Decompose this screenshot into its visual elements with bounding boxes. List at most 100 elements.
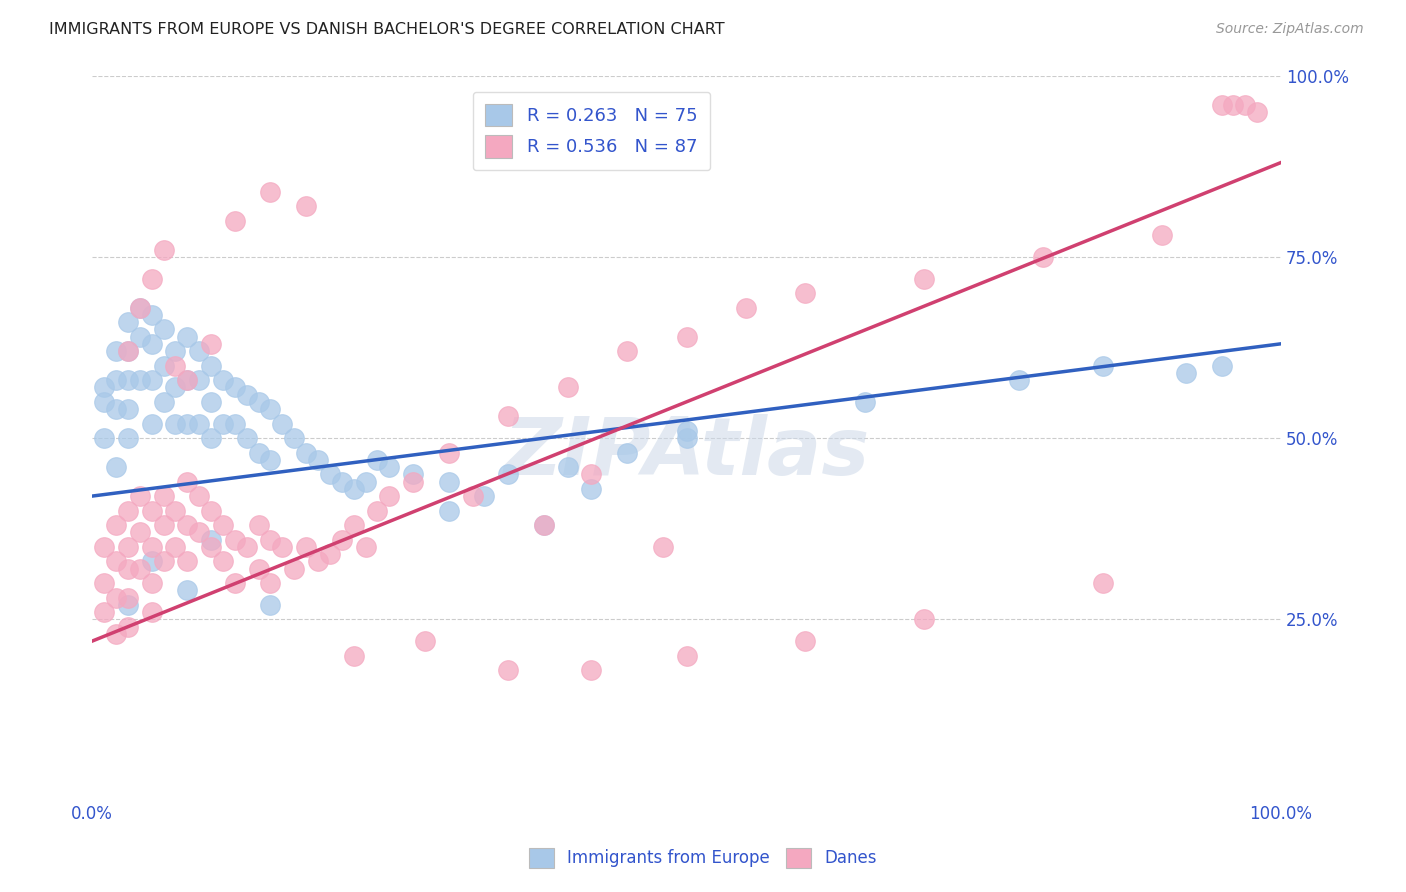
- Point: [117, 344, 139, 359]
- Point: [616, 344, 638, 359]
- Point: [200, 336, 222, 351]
- Point: [271, 417, 294, 431]
- Point: [188, 525, 211, 540]
- Point: [307, 452, 329, 467]
- Point: [235, 540, 257, 554]
- Point: [1152, 227, 1174, 242]
- Point: [1174, 366, 1197, 380]
- Point: [152, 394, 174, 409]
- Text: Source: ZipAtlas.com: Source: ZipAtlas.com: [1216, 22, 1364, 37]
- Point: [117, 373, 139, 387]
- Point: [378, 489, 401, 503]
- Point: [212, 518, 235, 533]
- Point: [93, 540, 115, 554]
- Point: [176, 475, 198, 489]
- Point: [141, 503, 163, 517]
- Legend: Immigrants from Europe, Danes: Immigrants from Europe, Danes: [522, 841, 884, 875]
- Point: [117, 402, 139, 417]
- Point: [165, 417, 187, 431]
- Point: [437, 475, 460, 489]
- Point: [224, 380, 246, 394]
- Point: [1091, 576, 1114, 591]
- Point: [165, 359, 187, 373]
- Point: [1211, 359, 1233, 373]
- Point: [104, 627, 127, 641]
- Point: [128, 301, 150, 315]
- Point: [1222, 97, 1244, 112]
- Point: [675, 424, 697, 438]
- Point: [200, 394, 222, 409]
- Point: [117, 598, 139, 612]
- Point: [188, 489, 211, 503]
- Point: [343, 518, 366, 533]
- Point: [176, 329, 198, 343]
- Point: [200, 503, 222, 517]
- Point: [93, 431, 115, 445]
- Point: [165, 344, 187, 359]
- Point: [117, 591, 139, 605]
- Point: [259, 576, 281, 591]
- Text: ZIPAtlas: ZIPAtlas: [503, 414, 870, 491]
- Point: [128, 489, 150, 503]
- Point: [366, 452, 388, 467]
- Point: [794, 634, 817, 648]
- Point: [295, 540, 318, 554]
- Point: [354, 540, 377, 554]
- Point: [117, 431, 139, 445]
- Point: [212, 417, 235, 431]
- Point: [437, 445, 460, 459]
- Point: [259, 452, 281, 467]
- Point: [104, 518, 127, 533]
- Point: [675, 648, 697, 663]
- Point: [271, 540, 294, 554]
- Point: [1091, 359, 1114, 373]
- Point: [224, 213, 246, 227]
- Point: [176, 417, 198, 431]
- Point: [651, 540, 673, 554]
- Point: [141, 576, 163, 591]
- Point: [200, 533, 222, 547]
- Point: [117, 315, 139, 329]
- Point: [165, 380, 187, 394]
- Point: [165, 503, 187, 517]
- Point: [141, 271, 163, 285]
- Point: [413, 634, 436, 648]
- Point: [128, 561, 150, 575]
- Point: [176, 518, 198, 533]
- Point: [474, 489, 496, 503]
- Point: [461, 489, 484, 503]
- Point: [247, 394, 270, 409]
- Point: [912, 612, 935, 626]
- Point: [496, 663, 519, 677]
- Point: [165, 540, 187, 554]
- Point: [200, 540, 222, 554]
- Point: [1032, 250, 1054, 264]
- Point: [319, 547, 342, 561]
- Point: [128, 329, 150, 343]
- Point: [354, 475, 377, 489]
- Text: IMMIGRANTS FROM EUROPE VS DANISH BACHELOR'S DEGREE CORRELATION CHART: IMMIGRANTS FROM EUROPE VS DANISH BACHELO…: [49, 22, 725, 37]
- Point: [343, 482, 366, 496]
- Point: [581, 467, 603, 482]
- Point: [581, 663, 603, 677]
- Point: [853, 394, 876, 409]
- Point: [200, 359, 222, 373]
- Point: [93, 576, 115, 591]
- Point: [330, 475, 353, 489]
- Point: [152, 243, 174, 257]
- Point: [295, 199, 318, 213]
- Point: [259, 402, 281, 417]
- Legend: R = 0.263   N = 75, R = 0.536   N = 87: R = 0.263 N = 75, R = 0.536 N = 87: [472, 92, 710, 170]
- Point: [93, 380, 115, 394]
- Point: [152, 322, 174, 336]
- Point: [675, 431, 697, 445]
- Point: [259, 598, 281, 612]
- Point: [188, 344, 211, 359]
- Point: [93, 605, 115, 619]
- Point: [141, 373, 163, 387]
- Point: [496, 409, 519, 424]
- Point: [128, 525, 150, 540]
- Point: [104, 373, 127, 387]
- Point: [188, 373, 211, 387]
- Point: [176, 373, 198, 387]
